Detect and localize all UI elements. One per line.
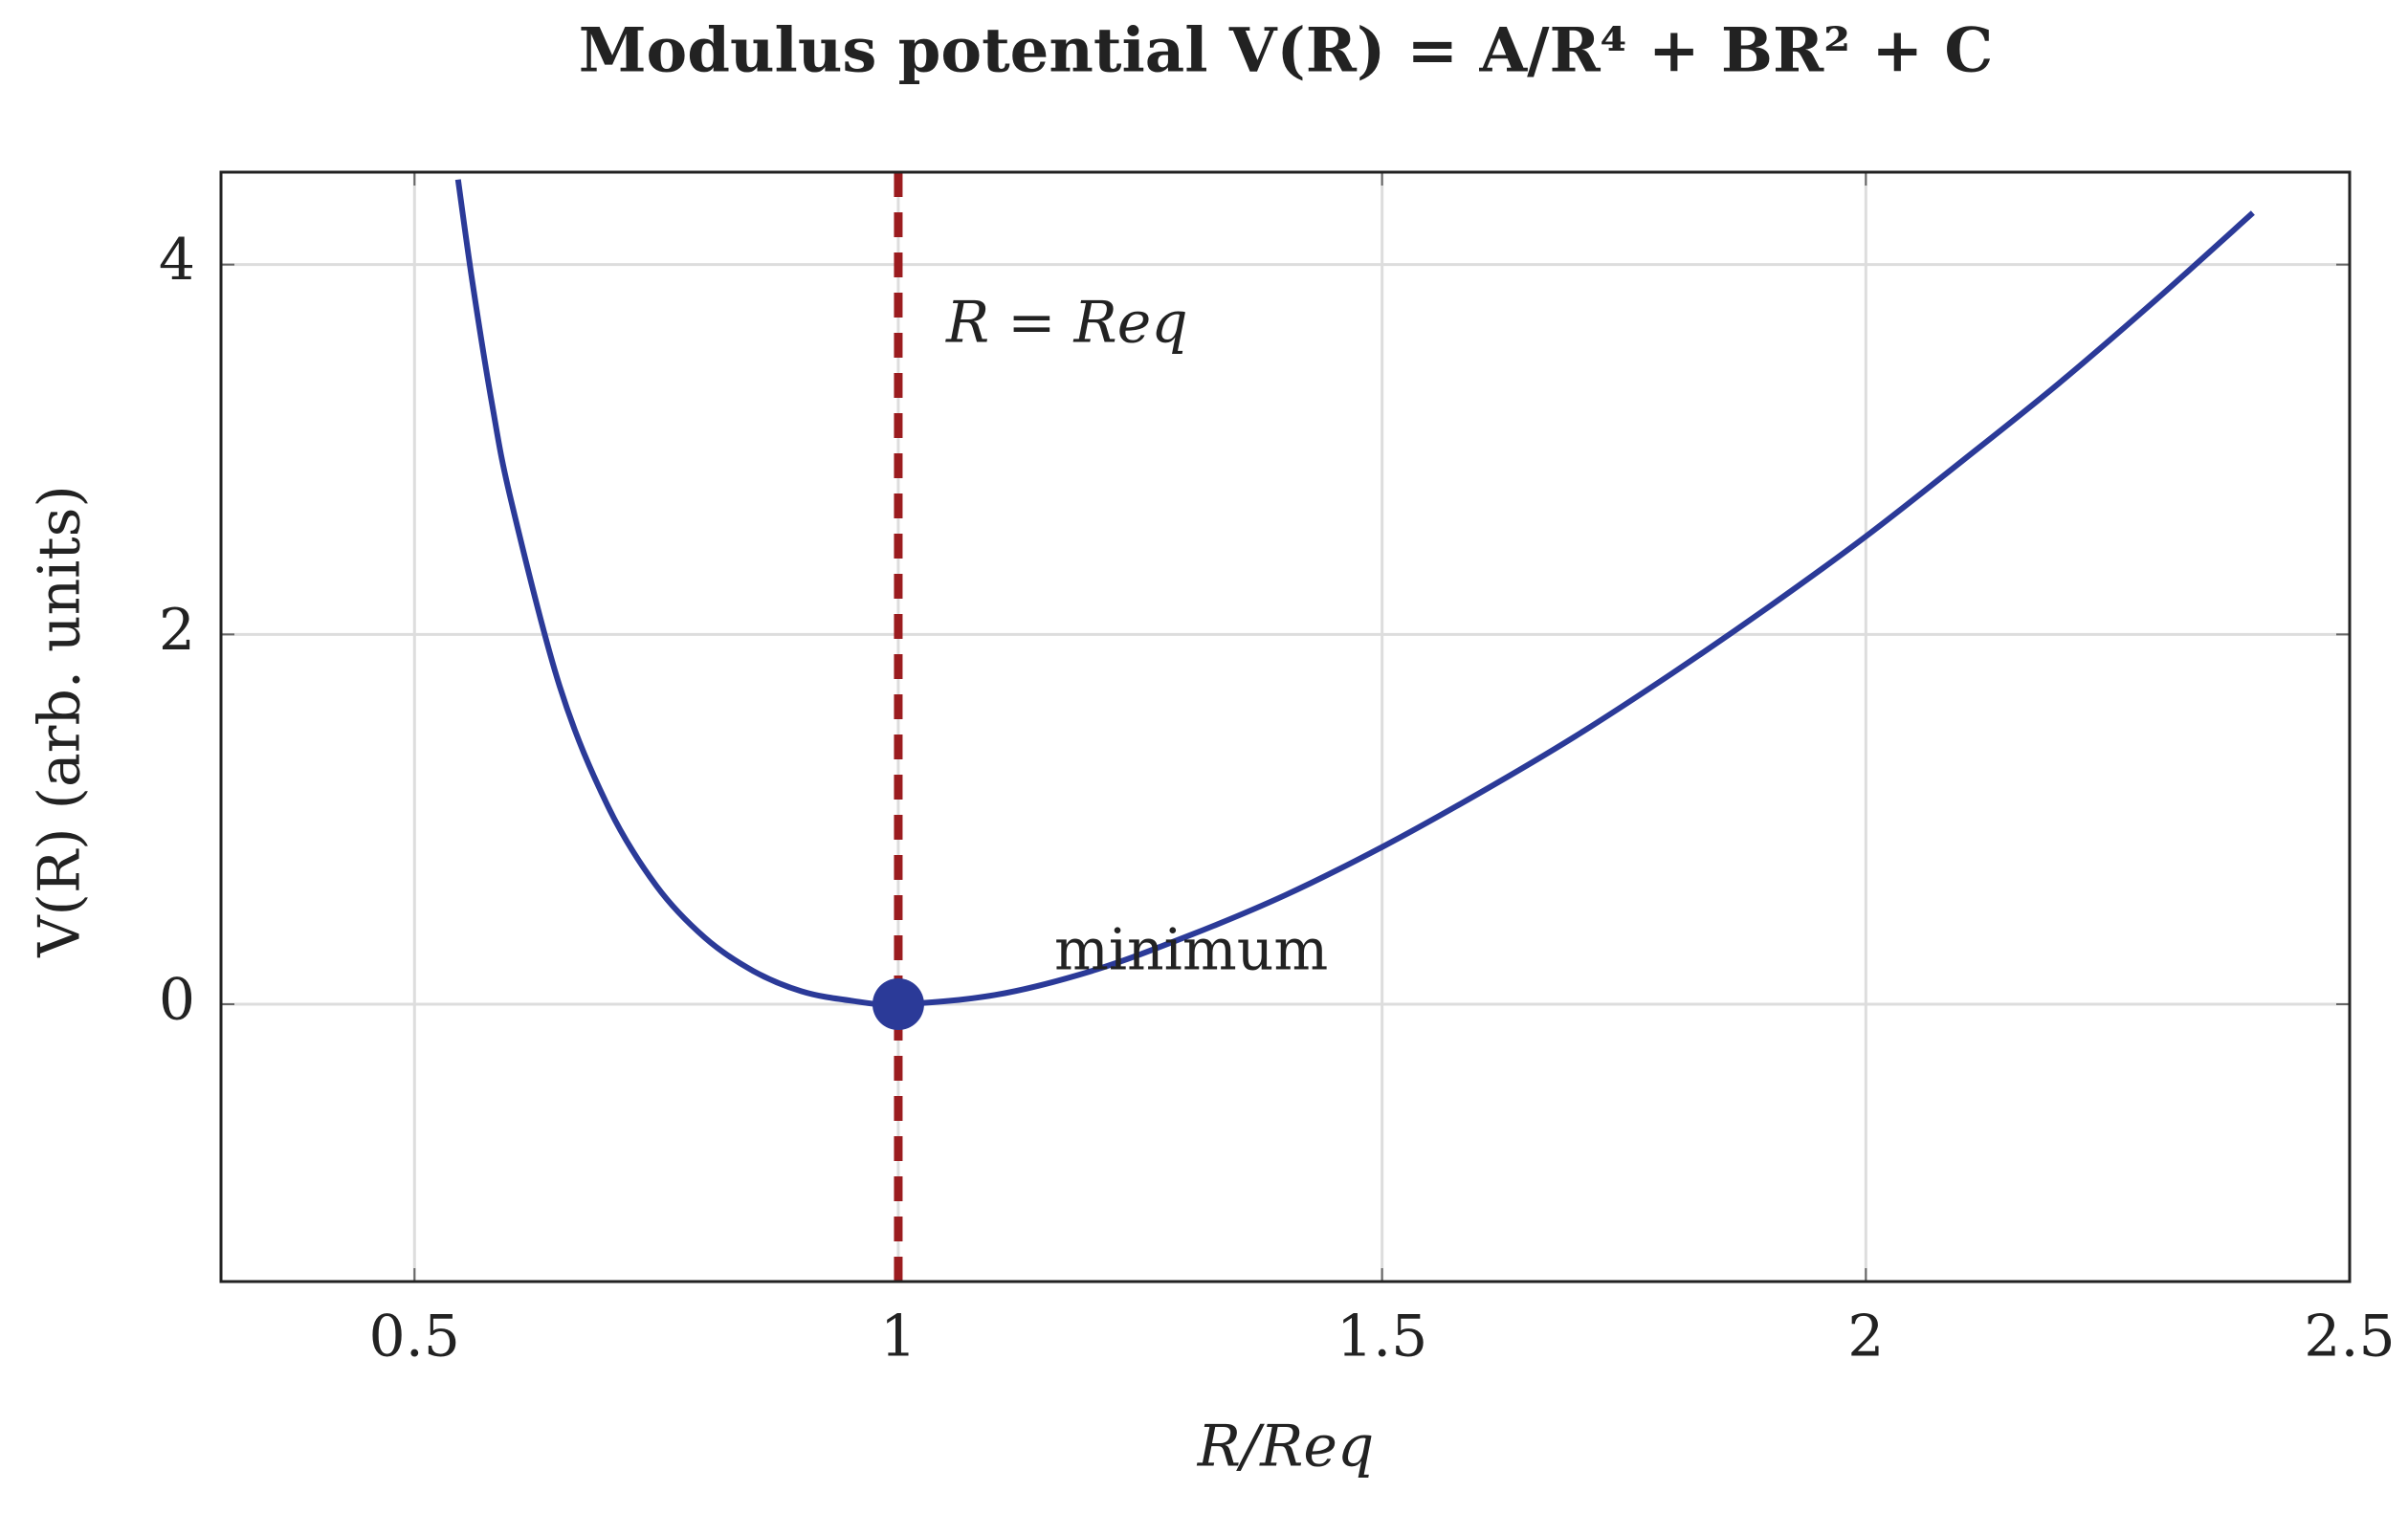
x-tick-label: 2.5 bbox=[2304, 1304, 2395, 1370]
curve bbox=[454, 179, 2255, 1008]
y-axis-label: V(R) (arb. units) bbox=[27, 485, 94, 958]
y-tick-label: 0 bbox=[159, 967, 195, 1034]
x-tick-label: 1 bbox=[880, 1304, 917, 1370]
x-axis-label: R/Req bbox=[1197, 1414, 1374, 1480]
annotation: minimum bbox=[1054, 917, 1328, 984]
chart-title: Modulus potential V(R) = A/R⁴ + BR² + C bbox=[579, 15, 1994, 87]
plot-frame bbox=[219, 170, 2352, 1283]
x-tick-label: 1.5 bbox=[1337, 1304, 1427, 1370]
y-tick-label: 2 bbox=[159, 597, 195, 664]
y-tick-label: 4 bbox=[159, 227, 195, 294]
minimum-marker bbox=[872, 978, 924, 1030]
annotation: R = Req bbox=[945, 290, 1188, 357]
x-tick-label: 2 bbox=[1847, 1304, 1884, 1370]
x-tick-label: 0.5 bbox=[369, 1304, 460, 1370]
